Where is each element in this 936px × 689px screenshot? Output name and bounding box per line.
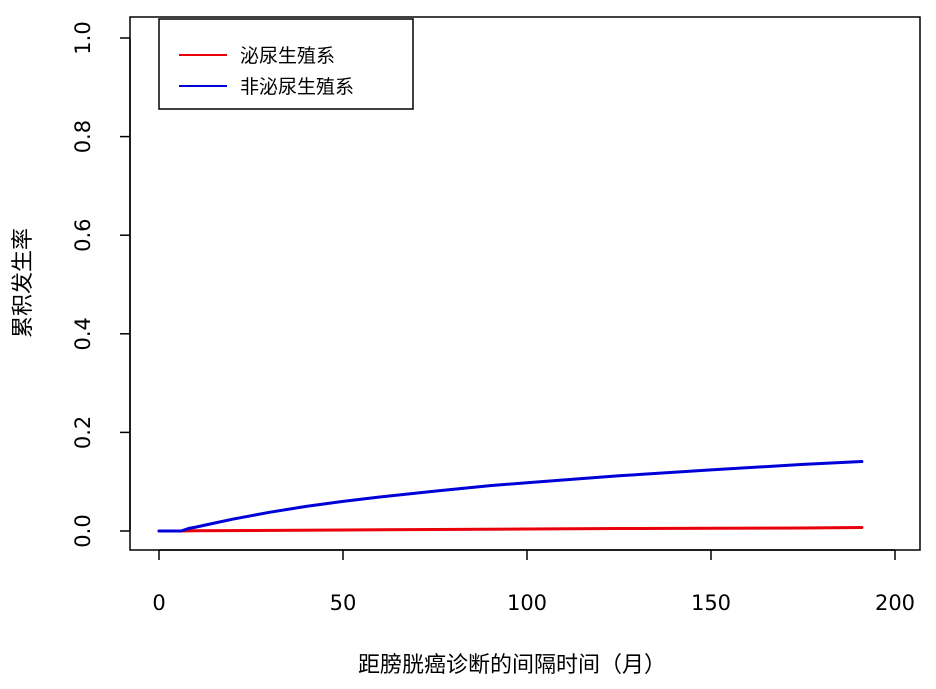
legend: 泌尿生殖系 非泌尿生殖系 — [158, 18, 414, 110]
y-axis-label: 累积发生率 — [11, 228, 36, 338]
y-tick-label: 1.0 — [71, 21, 95, 54]
y-axis: 0.0 0.2 0.4 0.6 0.8 1.0 — [71, 21, 131, 548]
series-layer — [157, 460, 864, 533]
y-tick-label: 0.4 — [71, 317, 95, 350]
y-tick-label: 0.8 — [71, 120, 95, 153]
x-axis-label: 距膀胱癌诊断的间隔时间（月） — [358, 653, 666, 678]
legend-label-non-genitourinary: 非泌尿生殖系 — [240, 76, 354, 98]
x-tick-label: 150 — [691, 591, 731, 615]
x-tick-label: 0 — [152, 591, 165, 615]
legend-label-genitourinary: 泌尿生殖系 — [240, 45, 335, 67]
x-tick-label: 100 — [507, 591, 547, 615]
y-tick-label: 0.6 — [71, 218, 95, 251]
x-axis: 0 50 100 150 200 — [152, 549, 915, 615]
x-tick-label: 200 — [875, 591, 915, 615]
series-line-genitourinary — [157, 526, 864, 533]
y-tick-label: 0.2 — [71, 416, 95, 449]
x-tick-label: 50 — [330, 591, 357, 615]
y-tick-label: 0.0 — [71, 514, 95, 547]
series-line-non-genitourinary — [157, 460, 864, 533]
legend-box — [158, 18, 414, 110]
